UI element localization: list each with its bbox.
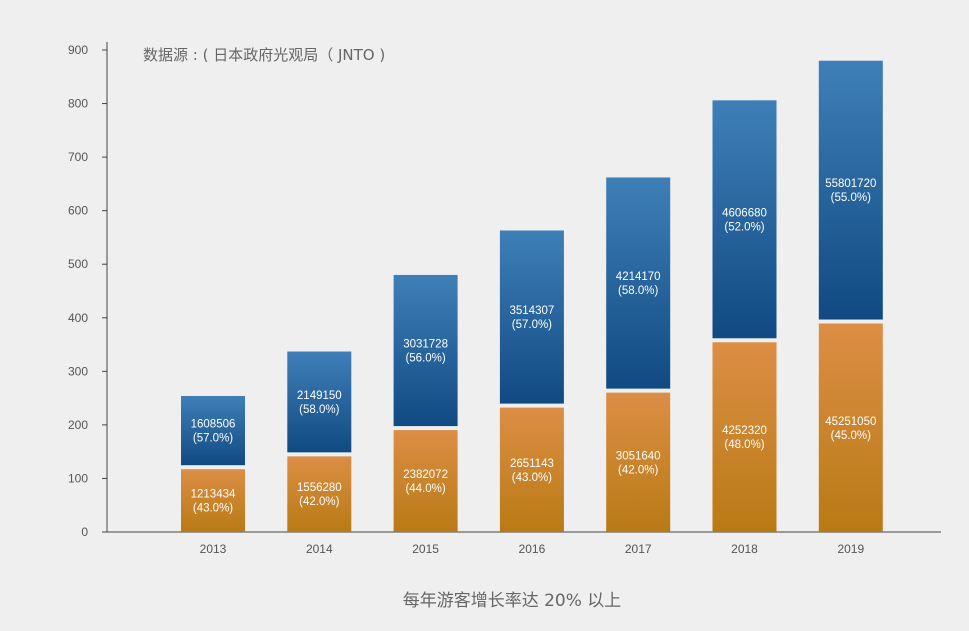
bar-value-label: 4252320 [722,425,767,437]
bar-segment-blue [287,351,352,453]
bar-value-label: 45251050 [825,416,876,428]
bar-segment-orange [606,392,671,532]
bar-segment-orange [287,456,352,532]
chart-caption: 每年游客增长率达 20% 以上 [403,591,622,611]
bar-segment-blue [606,177,671,389]
bar-value-label: 3051640 [616,450,661,462]
bar-value-label: 4214170 [616,271,661,283]
bar-percent-label: (52.0%) [724,221,764,233]
x-tick-label: 2017 [625,542,652,556]
bar-segment-orange [181,469,245,532]
bar-percent-label: (58.0%) [299,404,339,416]
bar-value-label: 3514307 [510,305,555,317]
y-axis: 0 100 200 300 400 500 600 700 800 900 [68,42,108,539]
y-tick-label: 0 [81,525,88,539]
y-tick-label: 200 [68,418,88,432]
bar-value-label: 4606680 [722,207,767,219]
x-tick-label: 2019 [837,542,864,556]
y-tick-label: 300 [68,364,88,378]
bar-segment-orange [393,430,458,532]
bar-percent-label: (58.0%) [618,285,658,297]
bar-percent-label: (48.0%) [724,439,764,451]
y-tick-label: 600 [68,204,88,218]
y-tick-label: 100 [68,471,88,485]
bar-value-label: 2382072 [403,469,448,481]
bar-percent-label: (42.0%) [299,496,339,508]
bar-percent-label: (45.0%) [831,430,871,442]
bar-segment-blue [499,230,564,404]
bar-value-label: 1213434 [191,489,236,501]
bar-percent-label: (57.0%) [193,433,233,445]
bar-percent-label: (56.0%) [405,353,445,365]
bar-value-label: 2651143 [510,458,554,470]
bar-percent-label: (43.0%) [193,503,233,515]
bar-segment-orange [712,342,777,532]
x-tick-label: 2018 [731,542,758,556]
bar-value-label: 1608506 [191,419,236,431]
bar-percent-label: (43.0%) [512,472,552,484]
bar-segment-blue [712,100,777,339]
bar-value-label: 55801720 [825,178,876,190]
bars: 1213434 (43.0%) 1608506 (57.0%) 1556280 (42.0… [181,60,883,532]
x-tick-label: 2013 [200,542,227,556]
bar-percent-label: (44.0%) [405,483,445,495]
source-note: 数据源 : ( 日本政府光观局（ JNTO ) [143,46,385,64]
y-tick-label: 500 [68,257,88,271]
y-tick-label: 400 [68,311,88,325]
x-tick-label: 2014 [306,542,333,556]
bar-percent-label: (42.0%) [618,464,658,476]
y-tick-label: 700 [68,150,88,164]
bar-segment-blue [393,274,458,427]
bar-segment-orange [818,323,883,532]
x-tick-label: 2016 [519,542,546,556]
bar-value-label: 3031728 [403,339,448,351]
bar-value-label: 2149150 [297,390,342,402]
bar-percent-label: (57.0%) [512,319,552,331]
bar-value-label: 1556280 [297,482,342,494]
y-tick-label: 900 [68,43,88,57]
bar-percent-label: (55.0%) [831,192,871,204]
y-tick-label: 800 [68,97,88,111]
x-tick-label: 2015 [412,542,439,556]
bar-segment-orange [499,407,564,532]
bar-segment-blue [818,60,883,320]
x-axis: 2013 2014 2015 2016 2017 2018 2019 [107,531,941,556]
bar-segment-blue [181,395,245,466]
